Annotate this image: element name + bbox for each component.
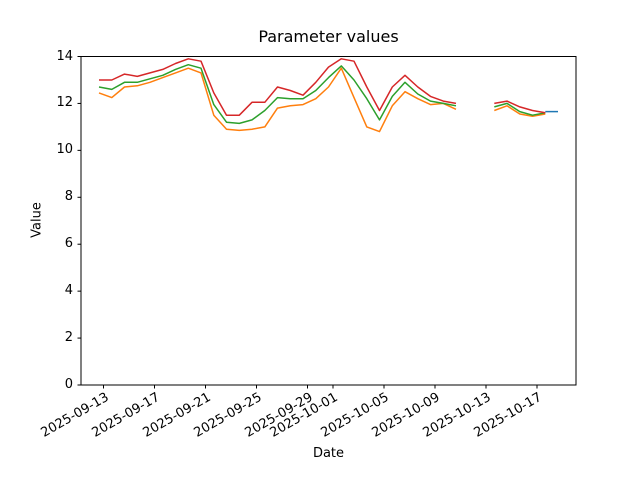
y-tick-label: 0 [64, 377, 73, 392]
series-line-red [99, 58, 457, 116]
chart-title: Parameter values [258, 27, 399, 46]
y-axis-label: Value [29, 202, 45, 238]
y-tick-label: 8 [64, 189, 73, 205]
y-tick-label: 2 [64, 330, 73, 346]
series-line-green [494, 102, 546, 116]
series-line-red [494, 100, 546, 114]
series-line-green [98, 63, 457, 125]
y-tick-label: 4 [64, 283, 73, 299]
y-tick-label: 14 [56, 48, 73, 64]
axes-frame [80, 56, 577, 386]
y-tick-label: 6 [64, 236, 73, 252]
series-line-orange [98, 67, 457, 133]
y-tick-label: 12 [56, 95, 73, 111]
series-line-orange [494, 105, 546, 118]
x-axis-label: Date [312, 446, 345, 461]
y-tick-label: 10 [56, 142, 73, 158]
